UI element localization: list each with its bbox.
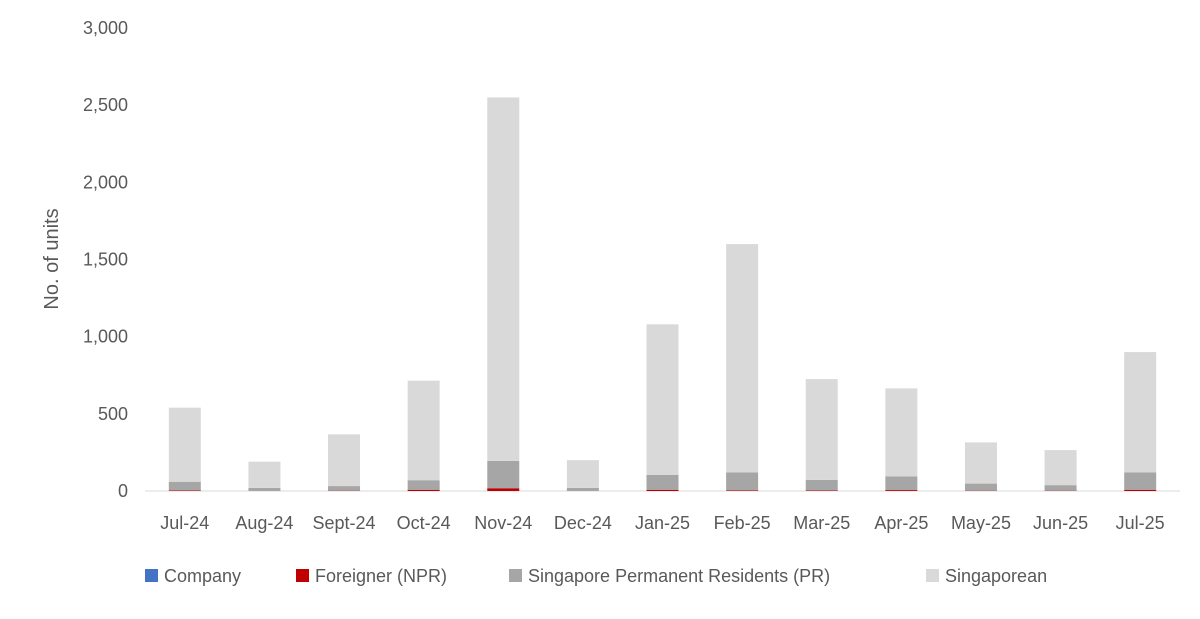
bars-group — [169, 97, 1156, 491]
bar-segment-singapore-permanent-residents-pr — [487, 461, 519, 488]
bar-segment-singapore-permanent-residents-pr — [1124, 472, 1156, 489]
bar-segment-singaporean — [328, 434, 360, 486]
bar-segment-singaporean — [647, 324, 679, 474]
x-tick-label: Aug-24 — [235, 513, 293, 533]
legend-swatch — [509, 569, 522, 582]
x-tick-label: Sept-24 — [313, 513, 376, 533]
bar-segment-singaporean — [408, 381, 440, 481]
bar-segment-foreigner-npr — [647, 490, 679, 491]
bar-segment-singaporean — [487, 97, 519, 460]
y-tick-label: 1,500 — [83, 250, 128, 270]
bar-segment-singaporean — [965, 442, 997, 483]
x-tick-label: Nov-24 — [474, 513, 532, 533]
bar-segment-singaporean — [726, 244, 758, 472]
y-tick-label: 500 — [98, 404, 128, 424]
legend: Company Foreigner (NPR) Singapore Permanen… — [145, 566, 1047, 586]
bar-segment-foreigner-npr — [885, 490, 917, 491]
x-tick-label: Jul-24 — [160, 513, 209, 533]
x-tick-label: Apr-25 — [874, 513, 928, 533]
y-tick-label: 2,500 — [83, 95, 128, 115]
bar-segment-foreigner-npr — [1124, 490, 1156, 491]
y-axis-title: No. of units — [41, 208, 63, 309]
bar-segment-singaporean — [806, 379, 838, 480]
legend-label: Singaporean — [945, 566, 1047, 586]
bar-segment-singaporean — [248, 462, 280, 488]
y-tick-label: 3,000 — [83, 18, 128, 38]
legend-label: Company — [164, 566, 241, 586]
bar-segment-foreigner-npr — [487, 488, 519, 491]
bar-segment-singapore-permanent-residents-pr — [248, 488, 280, 491]
bar-segment-singapore-permanent-residents-pr — [726, 472, 758, 490]
bar-segment-singapore-permanent-residents-pr — [806, 480, 838, 491]
x-tick-label: May-25 — [951, 513, 1011, 533]
y-tick-label: 0 — [118, 481, 128, 501]
x-tick-label: Oct-24 — [397, 513, 451, 533]
y-tick-label: 2,000 — [83, 172, 128, 192]
y-axis-ticks: 0 500 1,000 1,500 2,000 2,500 3,000 — [83, 18, 128, 501]
bar-segment-singaporean — [169, 408, 201, 482]
bar-segment-singaporean — [1045, 450, 1077, 485]
x-tick-label: Feb-25 — [714, 513, 771, 533]
bar-segment-foreigner-npr — [726, 490, 758, 491]
bar-segment-singaporean — [1124, 352, 1156, 472]
x-axis-ticks: Jul-24 Aug-24 Sept-24 Oct-24 Nov-24 Dec-24 Jan… — [160, 513, 1164, 533]
x-tick-label: Jul-25 — [1116, 513, 1165, 533]
bar-segment-singapore-permanent-residents-pr — [169, 482, 201, 491]
x-tick-label: Jan-25 — [635, 513, 690, 533]
bar-segment-singapore-permanent-residents-pr — [1045, 485, 1077, 491]
bar-segment-singapore-permanent-residents-pr — [567, 488, 599, 491]
bar-segment-singapore-permanent-residents-pr — [647, 475, 679, 490]
legend-swatch — [926, 569, 939, 582]
legend-label: Foreigner (NPR) — [315, 566, 447, 586]
y-tick-label: 1,000 — [83, 327, 128, 347]
x-tick-label: Jun-25 — [1033, 513, 1088, 533]
x-tick-label: Dec-24 — [554, 513, 612, 533]
x-tick-label: Mar-25 — [793, 513, 850, 533]
bar-segment-singaporean — [885, 388, 917, 476]
legend-label: Singapore Permanent Residents (PR) — [528, 566, 830, 586]
bar-segment-singapore-permanent-residents-pr — [965, 484, 997, 491]
bar-segment-singapore-permanent-residents-pr — [328, 486, 360, 491]
bar-segment-singapore-permanent-residents-pr — [885, 476, 917, 490]
bar-segment-foreigner-npr — [408, 490, 440, 491]
bar-segment-singaporean — [567, 460, 599, 488]
bar-segment-singapore-permanent-residents-pr — [408, 480, 440, 490]
legend-swatch — [296, 569, 309, 582]
legend-swatch — [145, 569, 158, 582]
